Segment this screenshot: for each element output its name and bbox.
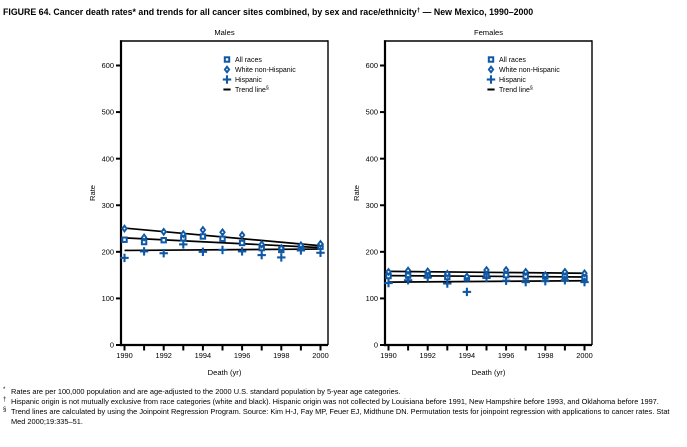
y-tick-label: 500	[102, 108, 114, 117]
x-tick-label: 1996	[234, 351, 250, 360]
footnotes: * Rates are per 100,000 population and ar…	[3, 387, 684, 427]
footnote-trend-text: Trend lines are calculated by using the …	[11, 407, 670, 426]
x-tick-label: 2000	[576, 351, 592, 360]
y-tick-label: 100	[102, 294, 114, 303]
y-tick-label: 600	[366, 61, 378, 70]
y-tick-label: 300	[102, 201, 114, 210]
y-tick-label: 0	[110, 341, 114, 350]
series-hispanic	[120, 240, 325, 263]
figure-title-main: FIGURE 64. Cancer death rates* and trend…	[3, 7, 417, 17]
footnote-rates-text: Rates are per 100,000 population and are…	[11, 387, 401, 396]
x-axis-title: Death (yr)	[208, 368, 242, 377]
y-tick-label: 300	[366, 201, 378, 210]
legend-label: White non-Hispanic	[235, 67, 296, 74]
y-axis: 0 100 200 300 400 500 600	[366, 61, 385, 350]
y-tick-label: 0	[374, 341, 378, 350]
panel-title: Females	[474, 28, 503, 37]
x-tick-label: 2000	[312, 351, 328, 360]
x-axis: 1990 1992 1994 1996 1998 2000	[116, 345, 329, 360]
x-tick-label: 1992	[419, 351, 435, 360]
figure-title-tail: — New Mexico, 1990–2000	[420, 7, 534, 17]
footnote-rates-symbol: *	[3, 387, 6, 393]
y-tick-label: 400	[102, 154, 114, 163]
figure-title: FIGURE 64. Cancer death rates* and trend…	[3, 5, 685, 18]
x-axis-title: Death (yr)	[472, 368, 506, 377]
footnote-hispanic-text: Hispanic origin is not mutually exclusiv…	[11, 397, 659, 406]
x-tick-label: 1990	[380, 351, 396, 360]
y-tick-label: 100	[366, 294, 378, 303]
males-chart-svg: Males 0 100 200 300 400 500 600 1990 1992 1994 1996…	[88, 28, 329, 377]
legend: All races White non-Hispanic Hispanic Trend…	[486, 56, 560, 95]
y-tick-label: 600	[102, 61, 114, 70]
legend: All races White non-Hispanic Hispanic Trend…	[222, 56, 296, 95]
x-tick-label: 1994	[459, 351, 475, 360]
y-axis-title: Rate	[88, 185, 97, 201]
footnote-hispanic-symbol: †	[3, 397, 7, 403]
legend-label: Trend line§	[499, 86, 533, 95]
y-axis: 0 100 200 300 400 500 600	[102, 61, 121, 350]
legend-label: Trend line§	[235, 86, 269, 95]
legend-label: Hispanic	[235, 77, 262, 84]
footnote-trend-symbol: §	[3, 407, 7, 413]
series-hispanic	[384, 273, 589, 297]
legend-label: White non-Hispanic	[499, 67, 560, 74]
legend-label: All races	[235, 57, 262, 64]
x-tick-label: 1994	[195, 351, 211, 360]
figure-title-dagger-sup: †	[416, 7, 421, 14]
x-tick-label: 1992	[155, 351, 171, 360]
x-tick-label: 1990	[116, 351, 132, 360]
footnote-rates: * Rates are per 100,000 population and ar…	[3, 387, 684, 397]
panel-title: Males	[214, 28, 234, 37]
y-tick-label: 500	[366, 108, 378, 117]
legend-label: All races	[499, 57, 526, 64]
x-tick-label: 1998	[273, 351, 289, 360]
y-tick-label: 200	[102, 247, 114, 256]
plot-box	[119, 40, 329, 347]
footnote-hispanic-origin: † Hispanic origin is not mutually exclusi…	[3, 397, 684, 407]
y-tick-label: 200	[366, 247, 378, 256]
plot-box	[383, 40, 593, 347]
footnote-trend-lines: § Trend lines are calculated by using the…	[3, 407, 684, 427]
x-tick-label: 1996	[498, 351, 514, 360]
legend-label: Hispanic	[499, 77, 526, 84]
y-axis-title: Rate	[352, 185, 361, 201]
y-tick-label: 400	[366, 154, 378, 163]
x-tick-label: 1998	[537, 351, 553, 360]
trend-line	[124, 237, 321, 249]
x-axis: 1990 1992 1994 1996 1998 2000	[380, 345, 593, 360]
